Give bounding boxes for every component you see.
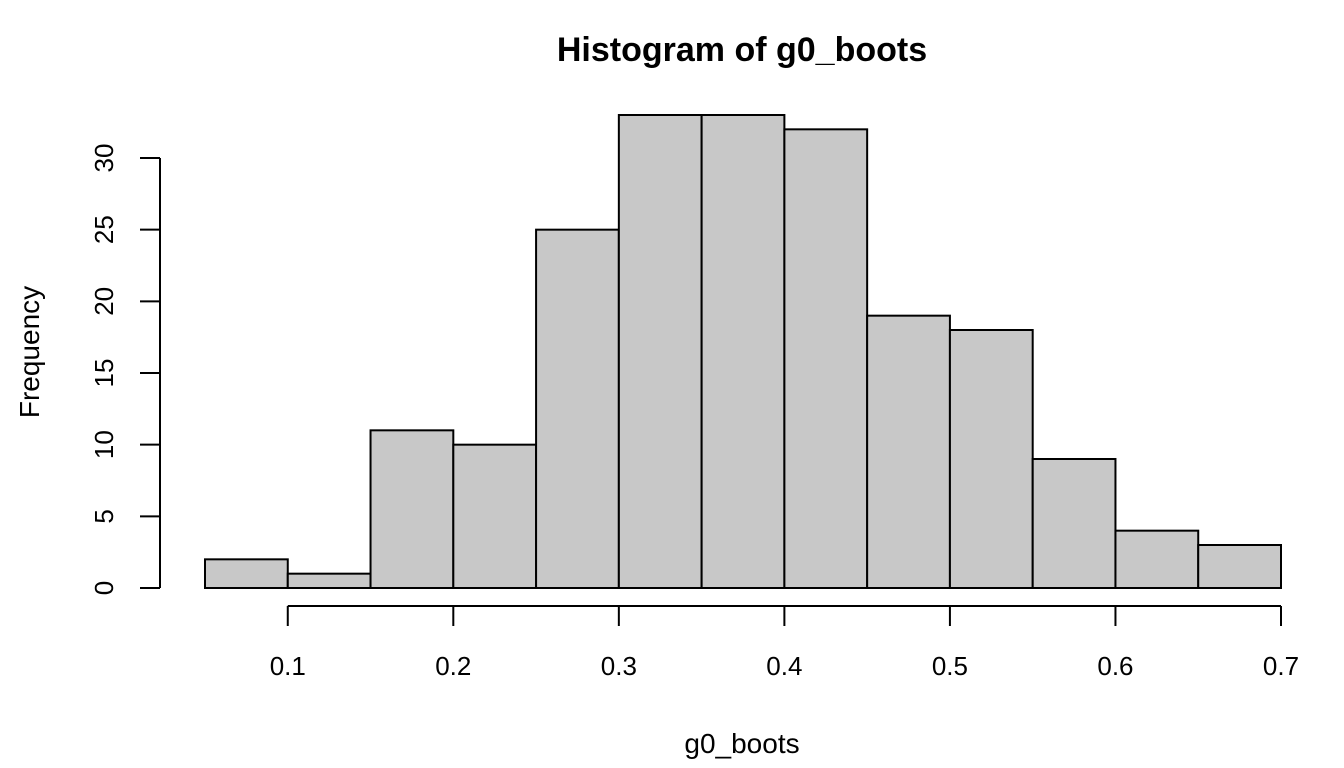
histogram-bar <box>1031 458 1117 589</box>
x-tick-label: 0.3 <box>601 651 637 681</box>
x-tick-label: 0.5 <box>932 651 968 681</box>
y-tick-label: 20 <box>89 287 119 316</box>
histogram-bar <box>535 228 620 590</box>
y-axis-label: Frequency <box>14 286 45 418</box>
histogram-bar <box>617 114 703 589</box>
histogram-bar <box>369 429 455 590</box>
y-tick-label: 10 <box>89 430 119 459</box>
histogram-bars <box>204 114 1282 590</box>
y-axis: 0 5 10 15 20 25 30 <box>89 144 161 595</box>
histogram-bar <box>1197 544 1282 589</box>
chart-title: Histogram of g0_boots <box>557 31 927 69</box>
histogram-bar <box>286 572 372 590</box>
histogram-bar <box>452 443 538 589</box>
y-tick-label: 15 <box>89 359 119 388</box>
x-tick-label: 0.7 <box>1263 651 1299 681</box>
y-tick-label: 25 <box>89 215 119 244</box>
histogram-bar <box>700 114 786 589</box>
y-tick-label: 30 <box>89 144 119 173</box>
y-tick-label: 0 <box>89 581 119 595</box>
x-axis: 0.1 0.2 0.3 0.4 0.5 0.6 0.7 <box>270 605 1299 681</box>
histogram-bar <box>948 329 1034 589</box>
x-tick-label: 0.4 <box>766 651 802 681</box>
histogram-bar <box>204 558 289 589</box>
x-tick-label: 0.6 <box>1097 651 1133 681</box>
x-axis-label: g0_boots <box>684 728 799 759</box>
histogram-bar <box>866 314 951 589</box>
histogram-bar <box>1114 529 1200 590</box>
histogram-bar <box>783 128 869 589</box>
x-tick-label: 0.1 <box>270 651 306 681</box>
y-tick-label: 5 <box>89 509 119 523</box>
x-tick-label: 0.2 <box>435 651 471 681</box>
